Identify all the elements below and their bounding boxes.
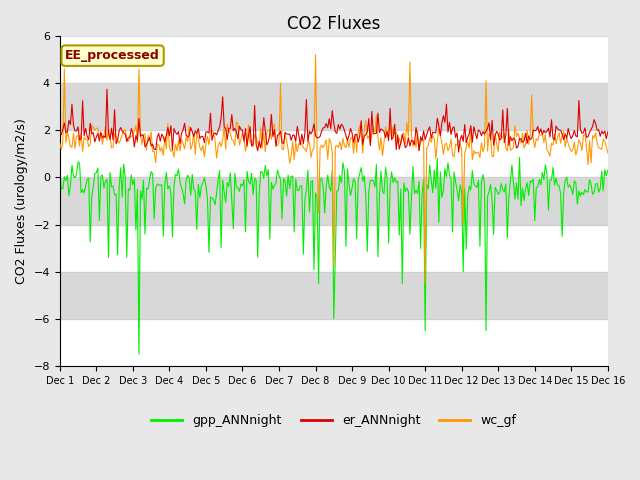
gpp_ANNnight xyxy=(388,169,396,175)
gpp_ANNnight xyxy=(56,169,63,175)
wc_gf xyxy=(158,144,166,150)
wc_gf xyxy=(388,135,396,141)
Text: EE_processed: EE_processed xyxy=(65,49,160,62)
er_ANNnight xyxy=(159,134,167,140)
gpp_ANNnight xyxy=(604,168,612,173)
Bar xyxy=(60,83,608,130)
er_ANNnight xyxy=(388,137,396,143)
er_ANNnight xyxy=(540,127,548,133)
er_ANNnight xyxy=(604,129,612,135)
Legend: gpp_ANNnight, er_ANNnight, wc_gf: gpp_ANNnight, er_ANNnight, wc_gf xyxy=(146,409,522,432)
er_ANNnight xyxy=(56,129,63,135)
gpp_ANNnight xyxy=(400,180,408,186)
wc_gf xyxy=(421,280,429,286)
Y-axis label: CO2 Fluxes (urology/m2/s): CO2 Fluxes (urology/m2/s) xyxy=(15,118,28,284)
Line: gpp_ANNnight: gpp_ANNnight xyxy=(60,157,608,354)
wc_gf xyxy=(400,130,408,136)
Line: er_ANNnight: er_ANNnight xyxy=(60,89,608,152)
wc_gf xyxy=(56,140,63,146)
er_ANNnight xyxy=(369,131,377,137)
er_ANNnight xyxy=(103,86,111,92)
Line: wc_gf: wc_gf xyxy=(60,55,608,283)
gpp_ANNnight xyxy=(516,155,524,160)
wc_gf xyxy=(71,145,79,151)
Bar xyxy=(60,178,608,225)
gpp_ANNnight xyxy=(369,178,377,183)
Bar xyxy=(60,272,608,319)
er_ANNnight xyxy=(455,149,463,155)
Title: CO2 Fluxes: CO2 Fluxes xyxy=(287,15,381,33)
wc_gf xyxy=(369,125,377,131)
gpp_ANNnight xyxy=(135,351,143,357)
gpp_ANNnight xyxy=(540,177,548,182)
gpp_ANNnight xyxy=(159,234,167,240)
er_ANNnight xyxy=(400,138,408,144)
wc_gf xyxy=(540,140,548,145)
wc_gf xyxy=(312,52,319,58)
er_ANNnight xyxy=(71,128,79,134)
gpp_ANNnight xyxy=(71,175,79,181)
wc_gf xyxy=(604,150,612,156)
